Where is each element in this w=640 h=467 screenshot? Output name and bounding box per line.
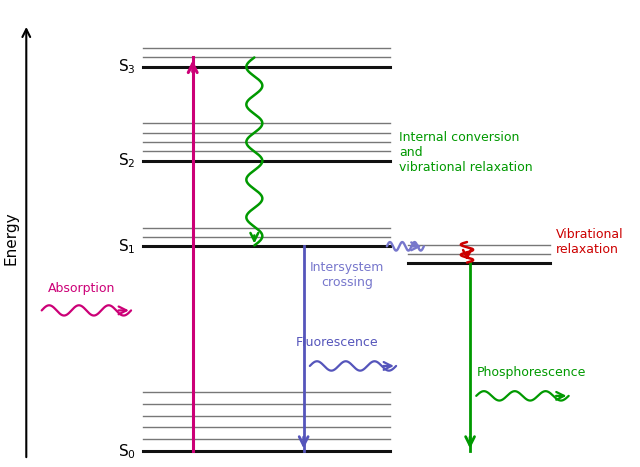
Text: Phosphorescence: Phosphorescence [477,366,586,379]
Text: Absorption: Absorption [48,283,115,296]
Text: S$_2$: S$_2$ [118,151,136,170]
Text: Energy: Energy [3,211,19,265]
Text: Internal conversion
and
vibrational relaxation: Internal conversion and vibrational rela… [399,131,533,174]
Text: Intersystem
crossing: Intersystem crossing [310,261,384,289]
Text: S$_3$: S$_3$ [118,57,136,76]
Text: S$_0$: S$_0$ [118,442,136,461]
Text: Vibrational
relaxation: Vibrational relaxation [556,228,624,256]
Text: S$_1$: S$_1$ [118,237,136,255]
Text: Fluorescence: Fluorescence [296,336,379,349]
